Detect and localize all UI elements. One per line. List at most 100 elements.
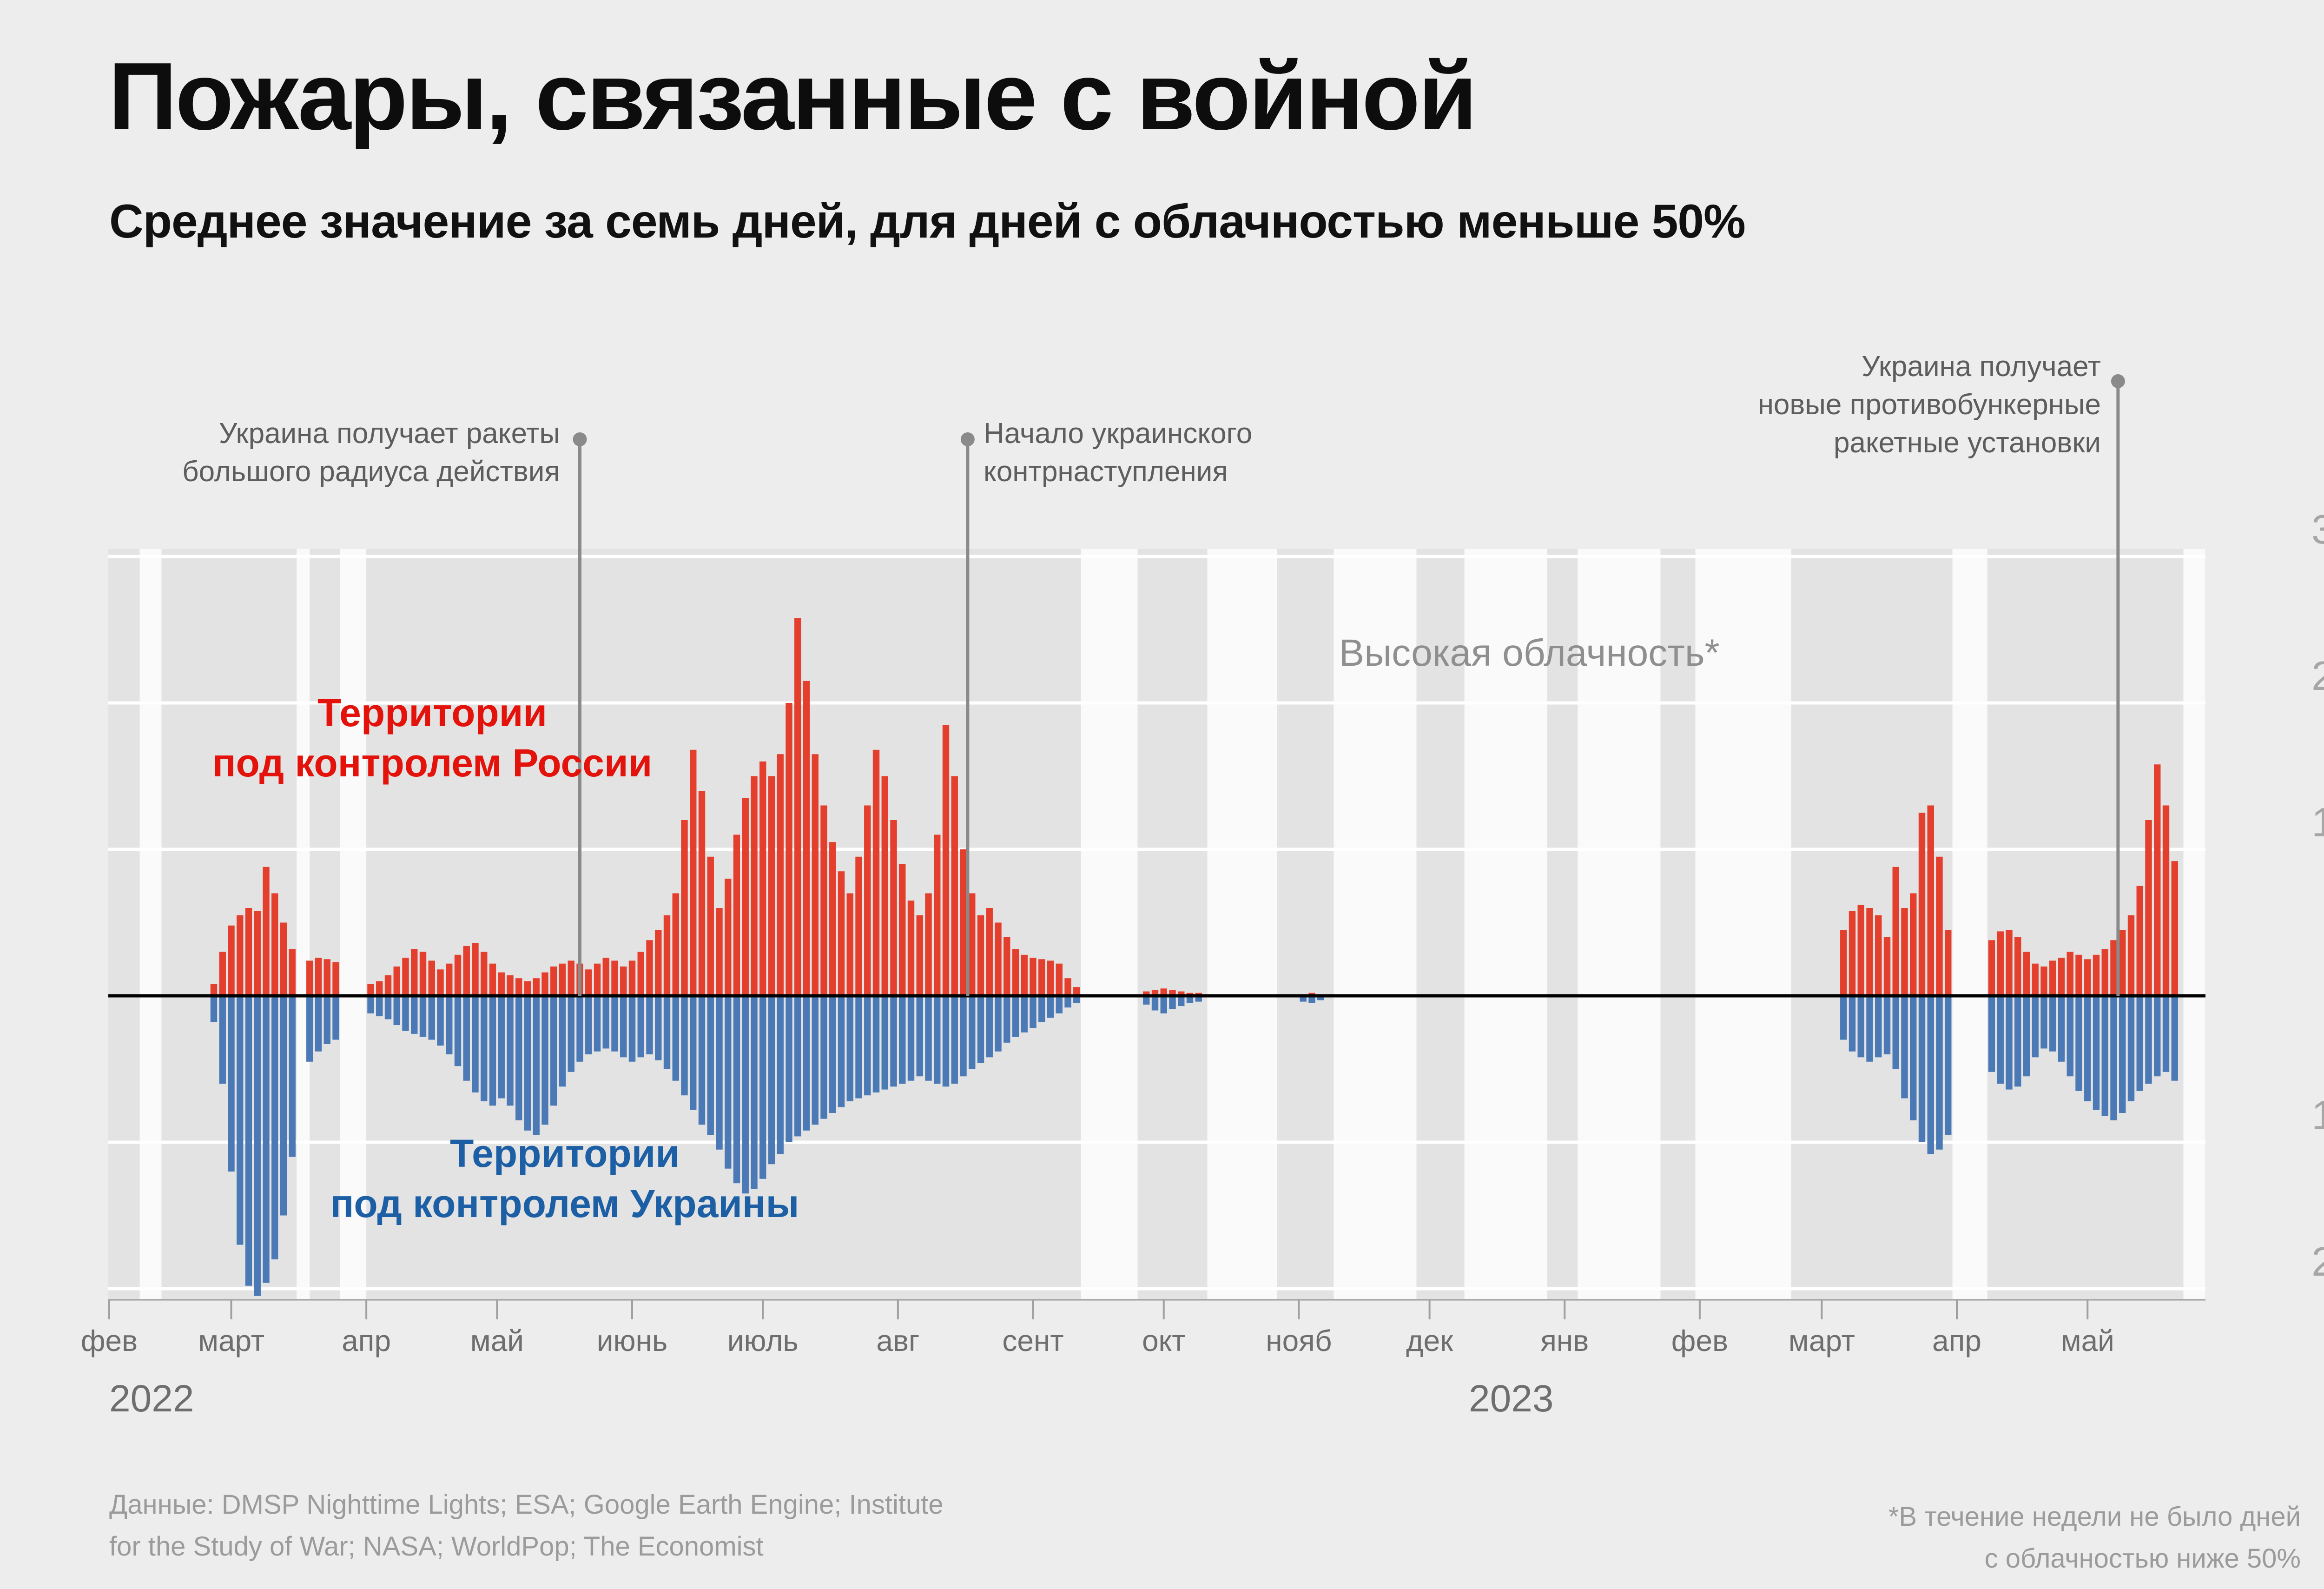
bar-russia: [1892, 867, 1899, 996]
month-label: апр: [1932, 1324, 1981, 1357]
bar-russia: [1160, 988, 1167, 996]
bar-ukraine: [1997, 996, 2004, 1084]
bar-ukraine: [1308, 996, 1315, 1003]
annotation-lines: [573, 374, 2125, 996]
plot-background: [108, 549, 2205, 1299]
bar-ukraine: [846, 996, 853, 1101]
bar-ukraine: [576, 996, 583, 1062]
bar-ukraine: [324, 996, 330, 1044]
month-label: июль: [727, 1324, 799, 1357]
bar-russia: [237, 915, 244, 996]
y-axis-label: 200: [2311, 1238, 2324, 1284]
month-label: фев: [81, 1324, 138, 1357]
bar-russia: [1840, 930, 1847, 996]
bar-russia: [1945, 930, 1952, 996]
bar-russia: [2040, 967, 2047, 996]
bar-russia: [411, 949, 418, 996]
bar-ukraine: [759, 996, 766, 1179]
bar-russia: [463, 946, 470, 996]
bar-russia: [1883, 937, 1891, 996]
bar-ukraine: [995, 996, 1002, 1052]
bar-russia: [628, 960, 636, 996]
bar-russia: [681, 820, 688, 996]
cloud-bands: [139, 549, 2205, 1299]
cloud-band: [1334, 549, 1417, 1299]
bar-russia: [663, 915, 671, 996]
bar-ukraine: [289, 996, 296, 1157]
bar-ukraine: [585, 996, 592, 1054]
bar-ukraine: [2075, 996, 2082, 1091]
bar-russia: [1918, 813, 1926, 996]
bar-ukraine: [1056, 996, 1063, 1013]
bar-ukraine: [2040, 996, 2047, 1049]
bar-russia: [602, 958, 609, 996]
bar-ukraine: [280, 996, 287, 1216]
bar-russia: [995, 922, 1002, 996]
bar-russia: [2154, 764, 2161, 996]
bar-russia: [1073, 987, 1080, 996]
bar-ukraine: [907, 996, 915, 1081]
bar-russia: [507, 975, 514, 996]
bar-russia: [1030, 958, 1037, 996]
bar-ukraine: [786, 996, 792, 1142]
bar-russia: [2058, 958, 2065, 996]
bar-ukraine: [803, 996, 810, 1131]
bar-ukraine: [1918, 996, 1926, 1142]
bar-russia: [2110, 940, 2117, 996]
bar-russia: [393, 967, 400, 996]
bar-ukraine: [777, 996, 784, 1154]
bar-ukraine: [2110, 996, 2117, 1120]
bar-ukraine: [2162, 996, 2170, 1072]
bar-russia: [2101, 949, 2108, 996]
bar-russia: [864, 805, 871, 996]
bar-ukraine: [2093, 996, 2100, 1110]
bar-ukraine: [1883, 996, 1891, 1054]
bar-russia: [324, 959, 330, 996]
bar-ukraine: [890, 996, 897, 1087]
bar-russia: [263, 867, 270, 996]
bar-ukraine: [219, 996, 226, 1084]
bar-ukraine: [2067, 996, 2073, 1077]
bar-russia: [942, 725, 950, 996]
bar-russia: [890, 820, 897, 996]
bar-russia: [419, 952, 427, 996]
annotation-bunker-buster-label: Украина получает новые противобункерные …: [1757, 351, 2101, 459]
bar-russia: [2084, 959, 2091, 996]
bar-ukraine: [681, 996, 688, 1096]
bar-ukraine: [384, 996, 392, 1020]
bar-russia: [1178, 991, 1185, 996]
bar-ukraine: [986, 996, 993, 1058]
bar-russia: [725, 879, 732, 996]
bar-ukraine: [507, 996, 514, 1106]
bar-russia: [280, 922, 287, 996]
bar-ukraine: [245, 996, 252, 1286]
bar-russia: [498, 972, 505, 996]
month-label: авг: [876, 1324, 919, 1357]
cloud-band: [1081, 549, 1138, 1299]
bar-russia: [620, 967, 627, 996]
cloud-band: [1952, 549, 1987, 1299]
bar-ukraine: [707, 996, 714, 1135]
bar-russia: [838, 871, 845, 996]
bar-russia: [254, 911, 261, 996]
bar-ukraine: [2084, 996, 2091, 1101]
bar-russia: [245, 908, 252, 996]
month-label: дек: [1406, 1324, 1453, 1357]
bar-russia: [812, 754, 819, 996]
bar-ukraine: [2049, 996, 2056, 1052]
y-axis-label: 100: [2311, 1092, 2324, 1138]
annotation-dot: [2111, 374, 2125, 388]
bar-ukraine: [2032, 996, 2039, 1058]
bar-ukraine: [541, 996, 548, 1125]
month-label: март: [198, 1324, 264, 1357]
bar-russia: [428, 960, 435, 996]
bar-russia: [768, 776, 775, 996]
bar-russia: [1936, 856, 1943, 996]
bar-russia: [384, 975, 392, 996]
bar-russia: [376, 981, 383, 996]
bar-ukraine: [1012, 996, 1019, 1037]
bar-ukraine: [515, 996, 522, 1120]
bar-ukraine: [969, 996, 976, 1069]
high-cloudiness-label: Высокая облачность*: [1339, 632, 1720, 674]
month-label: май: [470, 1324, 524, 1357]
